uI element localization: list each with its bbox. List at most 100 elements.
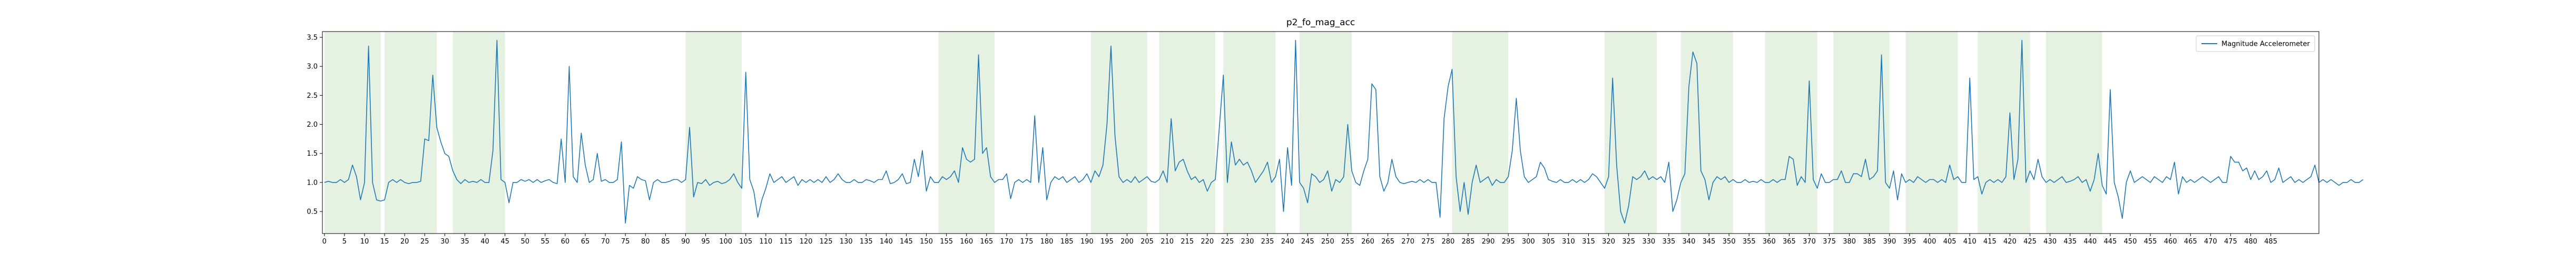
x-tick-label: 270 [1401,238,1414,246]
shaded-region [1604,32,1657,234]
x-tick-label: 455 [2144,238,2157,246]
axes-frame [322,31,2319,234]
x-tick-label: 80 [641,238,650,246]
x-tick-label: 245 [1301,238,1314,246]
x-tick-label: 40 [480,238,489,246]
legend-label: Magnitude Accelerometer [2221,41,2310,48]
x-tick-label: 285 [1462,238,1475,246]
x-tick-label: 265 [1381,238,1394,246]
x-tick-label: 395 [1903,238,1916,246]
series-lines [324,39,2364,224]
x-tick-label: 70 [601,238,610,246]
x-tick-label: 485 [2264,238,2277,246]
x-tick-label: 35 [460,238,469,246]
y-tick-label: 3.0 [307,63,318,71]
x-tick-label: 345 [1703,238,1716,246]
x-tick-label: 260 [1361,238,1374,246]
x-tick-label: 95 [701,238,710,246]
x-tick-label: 110 [759,238,772,246]
x-tick-label: 5 [342,238,347,246]
x-tick-label: 150 [920,238,933,246]
x-tick-label: 405 [1943,238,1956,246]
x-tick-label: 370 [1803,238,1816,246]
x-tick-label: 360 [1763,238,1776,246]
x-tick-label: 410 [1963,238,1977,246]
x-tick-label: 175 [1020,238,1034,246]
x-tick-label: 120 [800,238,813,246]
x-tick-label: 375 [1823,238,1836,246]
x-tick-label: 465 [2184,238,2197,246]
x-tick-label: 430 [2043,238,2057,246]
shaded-region [1223,32,1276,234]
shaded-region [685,32,742,234]
x-tick-label: 315 [1582,238,1595,246]
x-tick-label: 180 [1040,238,1054,246]
x-tick-label: 90 [681,238,690,246]
x-tick-label: 365 [1783,238,1796,246]
y-tick-label: 0.5 [307,208,318,216]
x-tick-label: 325 [1622,238,1635,246]
x-tick-label: 160 [960,238,973,246]
shaded-region [453,32,505,234]
x-tick-label: 425 [2023,238,2037,246]
shaded-region [1765,32,1817,234]
y-tick-label: 1.0 [307,179,318,187]
x-tick-label: 420 [2003,238,2017,246]
x-axis: 0 5 10 15 20 25 30 35 40 45 50 55 60 65 70 75 80 85 90 95 10… [322,234,2277,246]
legend: Magnitude Accelerometer [2196,35,2315,52]
x-tick-label: 280 [1441,238,1454,246]
y-axis: 0.5 1.0 1.5 2.0 2.5 3.0 3.5 [307,34,322,216]
x-tick-label: 20 [400,238,409,246]
shaded-region [385,32,437,234]
x-tick-label: 170 [1000,238,1013,246]
x-tick-label: 380 [1843,238,1856,246]
x-tick-label: 65 [581,238,590,246]
x-tick-label: 225 [1221,238,1234,246]
x-tick-label: 235 [1261,238,1274,246]
x-tick-label: 25 [420,238,429,246]
y-tick-label: 2.5 [307,92,318,100]
x-tick-label: 200 [1120,238,1134,246]
x-tick-label: 390 [1883,238,1896,246]
x-tick-label: 50 [520,238,529,246]
x-tick-label: 60 [561,238,570,246]
x-tick-label: 290 [1482,238,1495,246]
x-tick-label: 240 [1281,238,1294,246]
x-tick-label: 460 [2164,238,2177,246]
x-tick-label: 215 [1181,238,1194,246]
x-tick-label: 220 [1201,238,1214,246]
x-tick-label: 355 [1743,238,1756,246]
x-tick-label: 210 [1161,238,1174,246]
x-tick-label: 250 [1321,238,1334,246]
x-tick-label: 400 [1923,238,1936,246]
x-tick-label: 350 [1723,238,1736,246]
shaded-region [938,32,995,234]
x-tick-label: 190 [1080,238,1094,246]
x-tick-label: 125 [820,238,833,246]
x-tick-label: 385 [1863,238,1876,246]
x-tick-label: 480 [2244,238,2257,246]
x-tick-label: 230 [1241,238,1254,246]
x-tick-label: 195 [1100,238,1114,246]
x-tick-label: 55 [541,238,550,246]
x-tick-label: 145 [900,238,913,246]
shaded-region [324,32,381,234]
x-tick-label: 15 [380,238,389,246]
x-tick-label: 75 [621,238,630,246]
x-tick-label: 450 [2124,238,2137,246]
x-tick-label: 130 [840,238,853,246]
shaded-region [2046,32,2102,234]
series-line [324,39,2364,224]
x-tick-label: 340 [1683,238,1696,246]
x-tick-label: 0 [322,238,327,246]
plot-area: 0 5 10 15 20 25 30 35 40 45 50 55 60 65 70 75 80 85 90 95 10… [307,31,2364,246]
x-tick-label: 10 [360,238,369,246]
x-tick-label: 140 [880,238,893,246]
x-tick-label: 305 [1542,238,1555,246]
x-tick-label: 255 [1341,238,1354,246]
y-tick-label: 1.5 [307,150,318,158]
x-tick-label: 100 [719,238,732,246]
x-tick-label: 320 [1602,238,1615,246]
x-tick-label: 335 [1662,238,1675,246]
